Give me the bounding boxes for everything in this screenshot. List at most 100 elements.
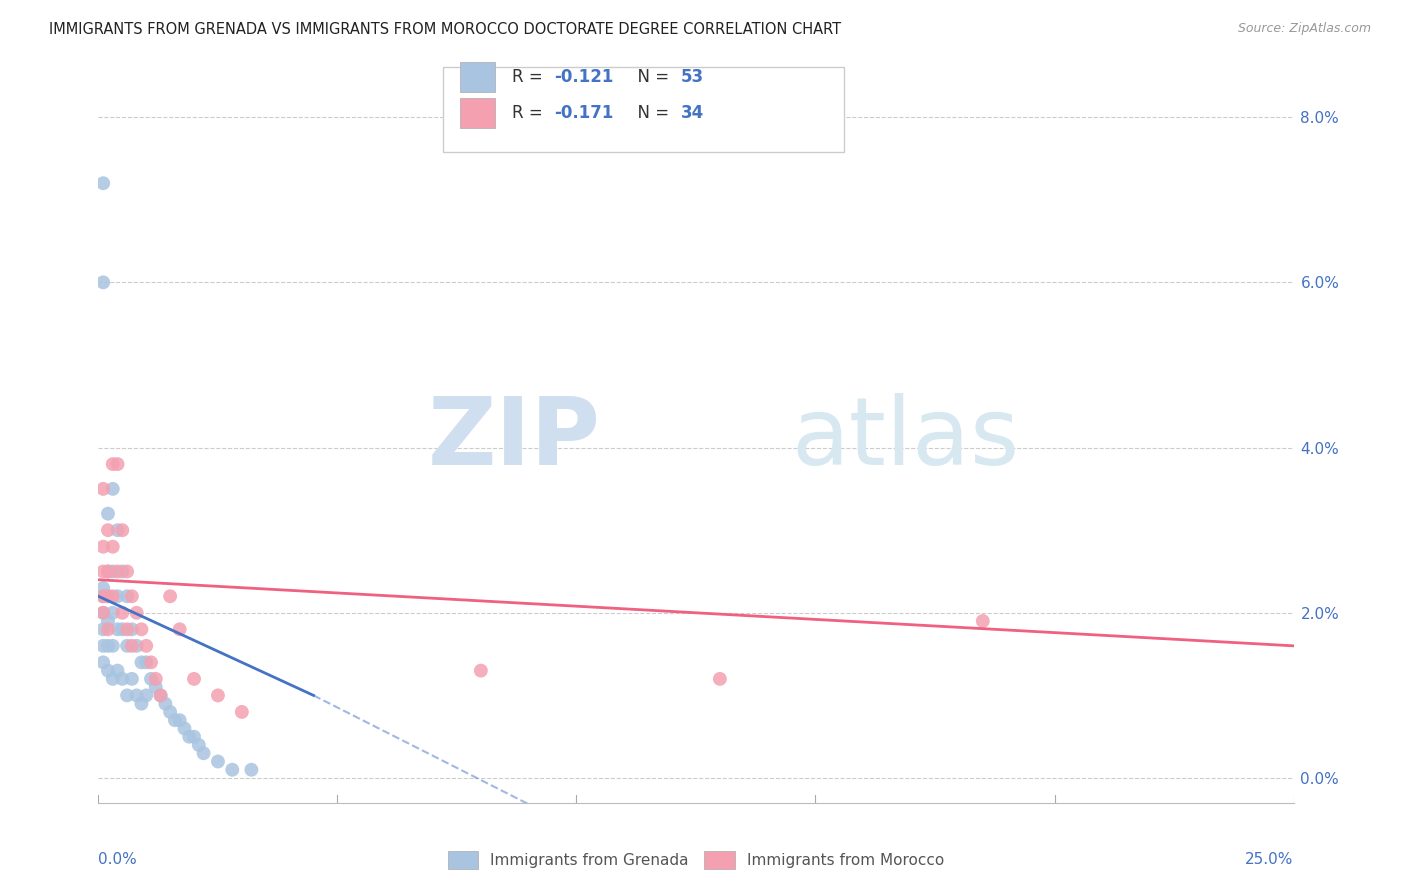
Point (173, 722, 195, 736)
Point (125, 639, 148, 653)
Point (179, 730, 201, 744)
Point (115, 639, 138, 653)
Text: 53: 53 (681, 68, 703, 87)
Text: R =: R = (512, 103, 548, 122)
Point (139, 656, 162, 670)
Point (97, 565, 120, 579)
Point (709, 672, 731, 686)
Point (125, 689, 148, 703)
Point (111, 565, 134, 579)
Text: 25.0%: 25.0% (1246, 853, 1294, 867)
Point (91, 540, 114, 554)
Point (97, 664, 120, 678)
Point (91, 623, 114, 637)
Point (111, 606, 134, 620)
Point (107, 589, 129, 603)
Point (91, 589, 114, 603)
Point (101, 457, 124, 471)
Point (91, 656, 114, 670)
Point (183, 672, 205, 686)
Point (91, 176, 114, 190)
Point (972, 614, 994, 628)
Point (131, 697, 153, 711)
Point (91, 606, 114, 620)
Point (101, 589, 124, 603)
Point (135, 639, 157, 653)
Point (101, 639, 124, 653)
Point (121, 589, 143, 603)
Point (159, 705, 181, 719)
Point (121, 639, 143, 653)
Point (91, 482, 114, 496)
Legend: Immigrants from Grenada, Immigrants from Morocco: Immigrants from Grenada, Immigrants from… (441, 846, 950, 875)
Point (470, 664, 492, 678)
Point (101, 606, 124, 620)
Point (115, 623, 138, 637)
Point (169, 623, 191, 637)
Point (231, 705, 253, 719)
Point (207, 755, 229, 769)
Point (145, 680, 167, 694)
Point (159, 589, 181, 603)
Point (115, 589, 138, 603)
Point (145, 672, 167, 686)
Text: Source: ZipAtlas.com: Source: ZipAtlas.com (1237, 22, 1371, 36)
Point (149, 689, 172, 703)
Point (135, 656, 157, 670)
Point (97, 589, 120, 603)
Point (111, 523, 134, 537)
Point (101, 672, 124, 686)
Point (97, 623, 120, 637)
Point (107, 664, 129, 678)
Point (169, 713, 191, 727)
Point (121, 623, 143, 637)
Point (107, 523, 129, 537)
Point (107, 623, 129, 637)
Point (155, 697, 177, 711)
Point (207, 689, 229, 703)
Point (91, 639, 114, 653)
Point (131, 623, 153, 637)
Point (107, 565, 129, 579)
Point (115, 689, 138, 703)
Point (101, 482, 124, 496)
Text: R =: R = (512, 68, 548, 87)
Point (187, 738, 209, 752)
Point (149, 689, 172, 703)
Point (125, 606, 148, 620)
Point (91, 565, 114, 579)
Text: atlas: atlas (792, 393, 1019, 485)
Text: -0.171: -0.171 (554, 103, 613, 122)
Point (97, 614, 120, 628)
Point (107, 457, 129, 471)
Point (97, 639, 120, 653)
Text: -0.121: -0.121 (554, 68, 613, 87)
Point (91, 589, 114, 603)
Text: ZIP: ZIP (427, 393, 600, 485)
Point (240, 763, 263, 777)
Point (163, 713, 186, 727)
Text: 34: 34 (681, 103, 704, 122)
Point (91, 606, 114, 620)
Text: N =: N = (627, 68, 675, 87)
Point (101, 540, 124, 554)
Point (111, 672, 134, 686)
Point (193, 746, 215, 760)
Text: 0.0%: 0.0% (98, 853, 138, 867)
Point (97, 565, 120, 579)
Point (139, 672, 162, 686)
Point (101, 565, 124, 579)
Point (91, 276, 114, 290)
Point (97, 589, 120, 603)
Point (121, 672, 143, 686)
Point (183, 730, 205, 744)
Point (91, 581, 114, 595)
Point (97, 507, 120, 521)
Point (221, 763, 243, 777)
Point (135, 689, 157, 703)
Point (131, 656, 153, 670)
Text: IMMIGRANTS FROM GRENADA VS IMMIGRANTS FROM MOROCCO DOCTORATE DEGREE CORRELATION : IMMIGRANTS FROM GRENADA VS IMMIGRANTS FR… (49, 22, 841, 37)
Point (97, 523, 120, 537)
Point (111, 623, 134, 637)
Point (115, 565, 138, 579)
